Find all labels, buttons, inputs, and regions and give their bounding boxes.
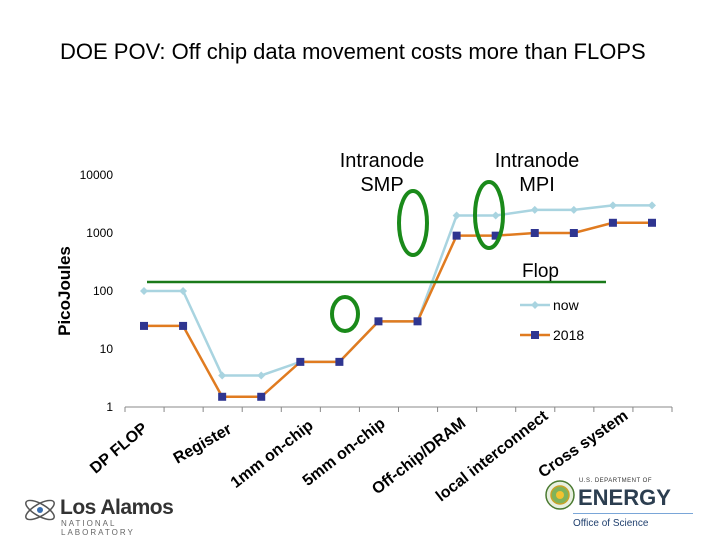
data-point-2018 [179,321,188,330]
data-point-2018 [530,229,539,237]
flop-label: Flop [522,261,559,282]
series-line-2018 [144,221,652,399]
data-point-2018 [374,317,383,326]
data-point-2018 [257,392,266,401]
legend-label-2018: 2018 [553,327,584,343]
data-point-2018 [569,229,578,237]
doe-seal-icon [545,480,575,510]
data-point-2018 [491,231,500,240]
data-point-now [608,201,617,210]
data-point-2018 [140,321,148,330]
y-tick-label: 100 [93,284,113,298]
data-point-2018 [608,218,617,227]
data-point-2018 [218,392,227,401]
data-point-2018 [648,218,656,227]
data-point-2018 [413,317,422,326]
y-tick-label: 10000 [80,168,114,182]
annotation-layer: Flop now 2018 Intranode SMP Intranode MPI [147,150,606,343]
series-layer [140,201,656,401]
los-alamos-name: Los Alamos [60,496,174,519]
doe-top-text: U.S. DEPARTMENT OF [579,478,653,484]
x-category-label: Cross system [536,407,632,481]
legend-marker-now [531,301,539,309]
y-axis-label: PicoJoules [55,246,74,336]
data-point-now [452,211,461,220]
y-tick-label: 1 [106,400,113,414]
y-tick-label: 1000 [86,226,113,240]
slide-title: DOE POV: Off chip data movement costs mo… [60,39,646,64]
y-tick-label: 10 [100,342,114,356]
doe-divider [573,513,693,514]
legend-label-now: now [553,297,580,313]
annotation-intranode-smp: Intranode SMP [340,150,425,196]
data-point-2018 [335,357,344,366]
doe-energy-text: ENERGY [578,485,671,510]
data-point-2018 [452,231,461,240]
data-point-2018 [296,357,305,366]
x-category-label: Register [171,421,235,468]
data-point-now [218,371,227,380]
data-point-now [491,211,500,220]
data-point-now [140,287,148,295]
atom-icon [25,499,55,521]
annotation-intranode-mpi: Intranode MPI [495,150,580,196]
data-point-now [179,287,188,295]
doe-logo: U.S. DEPARTMENT OF ENERGY Office of Scie… [545,476,695,536]
data-point-now [530,205,539,214]
los-alamos-sub: NATIONAL LABORATORY [61,519,135,537]
doe-office-text: Office of Science [573,518,649,529]
los-alamos-logo: Los Alamos NATIONAL LABORATORY [22,490,192,537]
x-category-label: DP FLOP [87,420,151,478]
data-point-now [257,371,266,380]
data-point-now [648,201,656,210]
legend-marker-2018 [531,331,539,339]
ellipse-intranode-smp [397,189,429,257]
ellipse-on-chip [330,295,360,333]
ellipse-intranode-mpi [473,180,505,250]
data-point-now [569,205,578,214]
